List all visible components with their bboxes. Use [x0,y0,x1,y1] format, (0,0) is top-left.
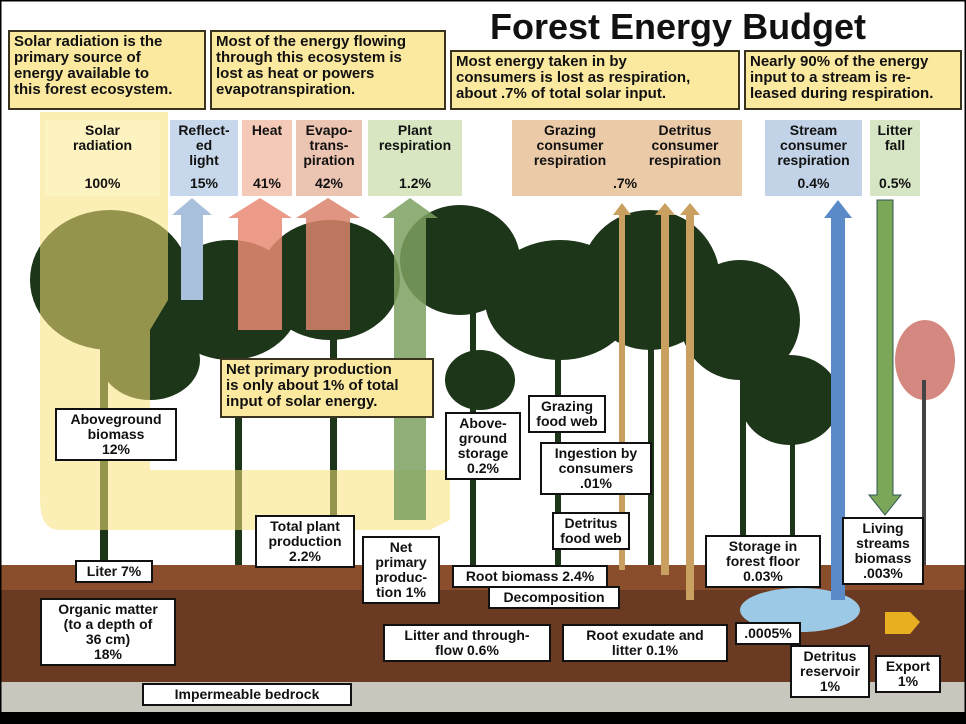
flux-value: 1.2% [368,173,462,191]
forest-energy-diagram: Forest Energy Budget Solar radiation is … [0,0,966,724]
callout: Net primary production is only about 1% … [220,358,434,418]
label: Detritus reservoir 1% [790,645,870,698]
label: Total plant production 2.2% [255,515,355,568]
flux-label: Reflect- ed light [168,120,240,168]
flux-value: .7% [595,173,655,191]
flux-label: Detritus consumer respiration [630,120,740,168]
label: Storage in forest floor 0.03% [705,535,821,588]
flux-label: Litter fall [868,120,922,153]
flux-label: Evapo- trans- piration [294,120,364,168]
label: Root exudate and litter 0.1% [562,624,728,662]
flux-value: 41% [242,173,292,191]
title: Forest Energy Budget [490,6,866,48]
label: Root biomass 2.4% [452,565,608,588]
callout: Most of the energy flowing through this … [210,30,446,110]
label: Aboveground biomass 12% [55,408,177,461]
label: Net primary produc- tion 1% [362,536,440,604]
flux-value: 100% [45,173,160,191]
label: Living streams biomass .003% [842,517,924,585]
label: Organic matter (to a depth of 36 cm) 18% [40,598,176,666]
flux-value: 0.5% [868,173,922,191]
flux-label: Heat [242,120,292,138]
label: Impermeable bedrock [142,683,352,706]
label: Grazing food web [528,395,606,433]
label: .0005% [735,622,801,645]
label: Above- ground storage 0.2% [445,412,521,480]
flux-label: Grazing consumer respiration [515,120,625,168]
label: Export 1% [875,655,941,693]
flux-label: Stream consumer respiration [765,120,862,168]
flux-label: Solar radiation [45,120,160,153]
label: Litter and through- flow 0.6% [383,624,551,662]
bottom-border [0,712,966,724]
label: Detritus food web [552,512,630,550]
label: Decomposition [488,586,620,609]
flux-value: 0.4% [765,173,862,191]
label: Ingestion by consumers .01% [540,442,652,495]
callout: Most energy taken in by consumers is los… [450,50,740,110]
flux-label: Plant respiration [368,120,462,153]
callout: Nearly 90% of the energy input to a stre… [744,50,962,110]
flux-value: 42% [294,173,364,191]
flux-value: 15% [168,173,240,191]
label: Liter 7% [75,560,153,583]
callout: Solar radiation is the primary source of… [8,30,206,110]
